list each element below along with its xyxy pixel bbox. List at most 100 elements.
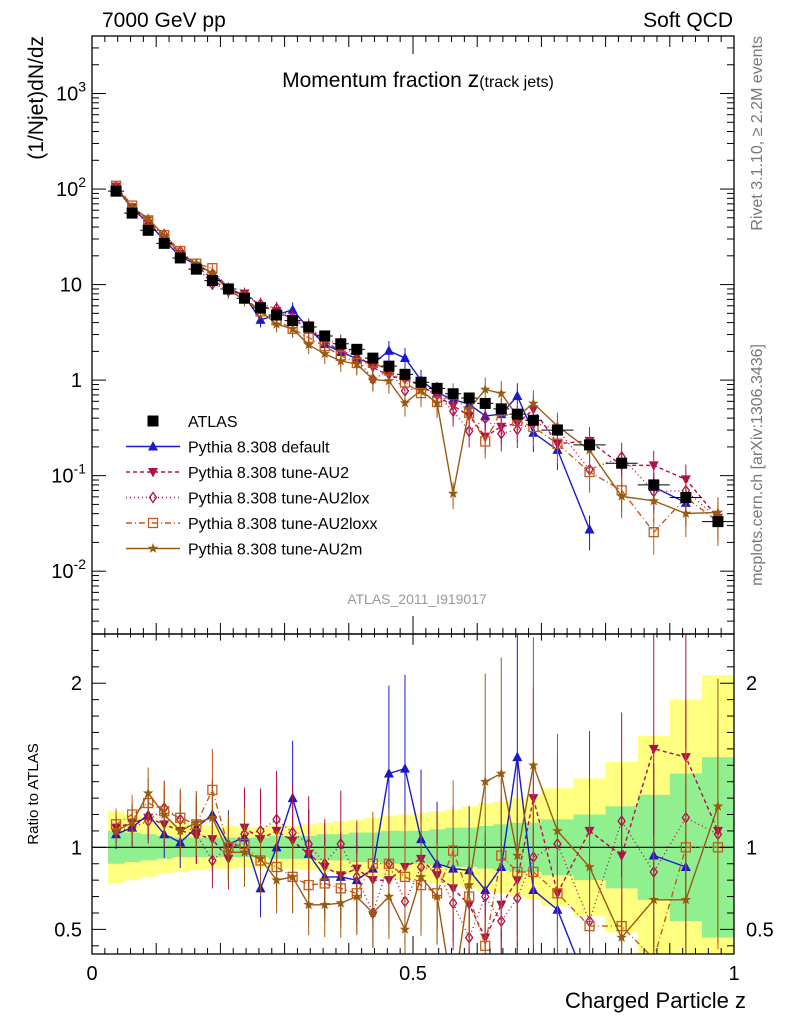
data-point <box>142 224 154 236</box>
series-point <box>383 891 395 901</box>
data-series <box>108 185 734 528</box>
series-point <box>648 461 659 471</box>
series-point <box>399 871 411 883</box>
series-point <box>319 348 330 359</box>
main-panel <box>108 180 734 555</box>
chart-title: Momentum fraction z(track jets) <box>282 66 554 92</box>
series-point <box>712 800 724 811</box>
series-point <box>223 846 234 857</box>
title-main: Momentum fraction <box>282 69 468 92</box>
series-point <box>464 424 474 438</box>
y-tick-label: 10-1 <box>51 461 86 488</box>
series-point <box>447 845 459 856</box>
series-point <box>142 787 154 798</box>
series-point <box>528 397 539 408</box>
series-point <box>399 352 410 363</box>
series-point <box>272 813 281 826</box>
series-point <box>271 874 282 885</box>
series-point <box>383 767 394 778</box>
data-point <box>287 315 299 327</box>
series-point <box>480 776 491 787</box>
series-point <box>287 871 298 882</box>
ratio-tick-label-right: 0.5 <box>746 919 774 941</box>
legend-item: Pythia 8.308 tune-AU2 <box>126 465 349 482</box>
y-axis-label: (1/Njet)dN/dz <box>25 36 48 160</box>
data-point <box>335 338 347 350</box>
data-point <box>206 275 218 287</box>
ratio-tick-label: 2 <box>71 673 82 695</box>
series-point <box>383 345 394 355</box>
series-point <box>255 314 266 324</box>
series-point <box>712 506 724 517</box>
data-point <box>255 302 267 314</box>
series-point <box>480 890 490 903</box>
series-point <box>303 899 314 910</box>
data-point <box>479 397 491 409</box>
legend: ATLAS Pythia 8.308 default Pythia 8.308 tu… <box>126 414 377 559</box>
data-point <box>271 309 283 321</box>
series-point <box>448 991 459 1001</box>
series-point <box>159 230 170 241</box>
data-point <box>415 376 427 388</box>
data-point <box>511 408 523 420</box>
series-point <box>287 323 298 334</box>
legend-label: Pythia 8.308 tune-AU2loxx <box>188 516 377 533</box>
series-point <box>142 213 154 223</box>
legend-label: Pythia 8.308 default <box>188 440 330 457</box>
legend-marker <box>148 491 158 504</box>
y-tick-label: 103 <box>56 79 86 106</box>
series-point <box>126 817 138 828</box>
legend-marker <box>148 468 158 478</box>
legend-marker <box>147 517 159 529</box>
legend-label: Pythia 8.308 tune-AU2lox <box>188 491 369 508</box>
y-tick-label: 10 <box>60 275 82 297</box>
series-point <box>415 385 427 395</box>
series-line <box>115 787 718 954</box>
series-point <box>175 825 186 836</box>
data-point <box>190 263 202 275</box>
series-point <box>287 304 298 314</box>
series-point <box>239 846 250 857</box>
legend-marker <box>147 543 159 553</box>
legend-label: ATLAS <box>188 414 238 431</box>
series-point <box>367 373 379 384</box>
ratio-tick-label-right: 2 <box>746 673 757 695</box>
data-point <box>351 343 363 355</box>
data-point <box>222 283 234 295</box>
series-point <box>496 388 507 398</box>
series-point <box>616 490 627 501</box>
legend-label: Pythia 8.308 tune-AU2 <box>188 465 349 482</box>
series-point <box>528 759 539 770</box>
series-point <box>126 201 138 212</box>
series-point <box>383 375 395 386</box>
data-point <box>616 457 628 469</box>
series-point <box>207 812 218 823</box>
series-point <box>335 897 346 908</box>
data-point <box>158 237 170 249</box>
series-point <box>447 488 459 499</box>
ratio-tick-label: 0.5 <box>54 919 82 941</box>
series-point <box>367 858 379 869</box>
analysis-watermark: ATLAS_2011_I919017 <box>347 591 487 607</box>
ratio-tick-label: 1 <box>71 837 82 859</box>
series-point <box>496 768 507 778</box>
data-point <box>174 252 186 264</box>
series-point <box>512 390 523 400</box>
data-point <box>495 403 507 415</box>
series-point <box>648 953 659 954</box>
series-5-main <box>110 181 724 538</box>
data-point <box>712 516 724 528</box>
series-point <box>448 404 458 418</box>
series-point <box>303 339 314 350</box>
series-5-ratio <box>110 637 724 1001</box>
data-point <box>399 368 411 380</box>
title-sub: (track jets) <box>479 74 554 91</box>
series-point <box>319 899 330 910</box>
x-axis-label: Charged Particle z <box>565 988 746 1013</box>
series-point <box>208 854 217 867</box>
series-point <box>480 412 490 425</box>
data-point <box>126 207 138 219</box>
series-point <box>399 397 411 408</box>
data-point <box>319 330 331 342</box>
